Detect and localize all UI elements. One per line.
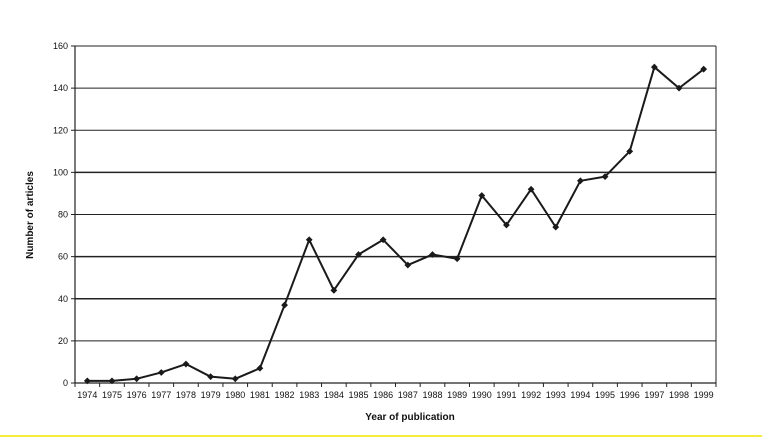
data-point [552, 223, 560, 231]
data-point [108, 377, 116, 385]
x-axis-title: Year of publication [365, 412, 454, 423]
data-point [330, 286, 338, 294]
gridlines [75, 45, 716, 342]
y-axis-title: Number of articles [25, 171, 36, 259]
x-tick-label: 1990 [472, 390, 492, 400]
x-tick-label: 1999 [694, 390, 714, 400]
x-tick-label: 1978 [176, 390, 196, 400]
x-tick-label: 1986 [373, 390, 393, 400]
data-point [453, 255, 461, 263]
x-tick-label: 1993 [546, 390, 566, 400]
y-axis-ticks: 0 20 40 60 80 100 120 140 160 [53, 41, 75, 388]
data-point [404, 261, 412, 269]
data-point [503, 221, 510, 229]
x-tick-label: 1997 [644, 390, 664, 400]
data-point [281, 301, 288, 309]
x-tick-label: 1977 [151, 390, 171, 400]
x-tick-label: 1988 [422, 390, 442, 400]
x-tick-label: 1996 [620, 390, 640, 400]
data-point [675, 84, 683, 92]
y-tick-label: 40 [58, 294, 68, 304]
data-point [429, 251, 436, 258]
data-point [527, 185, 535, 193]
y-tick-label: 0 [63, 378, 68, 388]
y-tick-label: 80 [58, 210, 68, 220]
x-tick-label: 1987 [398, 390, 418, 400]
x-axis-ticks: 1974 1975 1976 1977 1978 1979 1980 1981 1982 1983… [74, 383, 717, 400]
x-tick-label: 1985 [349, 390, 369, 400]
x-tick-label: 1975 [102, 390, 122, 400]
data-point [256, 364, 264, 372]
y-tick-label: 160 [53, 41, 68, 51]
x-tick-label: 1994 [570, 390, 590, 400]
data-point [650, 63, 658, 71]
data-point [601, 173, 609, 180]
x-tick-label: 1982 [275, 390, 295, 400]
x-tick-label: 1981 [250, 390, 270, 400]
x-tick-label: 1998 [669, 390, 689, 400]
x-tick-label: 1976 [127, 390, 147, 400]
data-point [182, 360, 190, 368]
data-point [83, 377, 91, 385]
data-point [231, 375, 239, 383]
data-point [305, 236, 313, 244]
data-point [133, 375, 141, 383]
x-tick-label: 1995 [595, 390, 615, 400]
y-tick-label: 60 [58, 252, 68, 262]
data-point [700, 65, 708, 73]
data-point [577, 177, 584, 185]
y-tick-label: 20 [58, 336, 68, 346]
x-tick-label: 1989 [447, 390, 467, 400]
y-tick-label: 100 [53, 167, 68, 177]
data-point [355, 251, 362, 258]
y-tick-label: 120 [53, 125, 68, 135]
data-point [478, 192, 486, 199]
x-tick-label: 1980 [225, 390, 245, 400]
bottom-border [0, 435, 762, 437]
data-point [157, 369, 165, 376]
x-tick-label: 1992 [521, 390, 541, 400]
x-tick-label: 1979 [201, 390, 221, 400]
x-tick-label: 1991 [496, 390, 516, 400]
series-line [87, 66, 705, 382]
y-tick-label: 140 [53, 83, 68, 93]
x-tick-label: 1974 [77, 390, 97, 400]
data-point [626, 147, 634, 155]
x-tick-label: 1983 [299, 390, 319, 400]
series-group [83, 63, 708, 385]
data-point [379, 236, 387, 244]
data-point [207, 373, 214, 381]
x-tick-label: 1984 [324, 390, 344, 400]
